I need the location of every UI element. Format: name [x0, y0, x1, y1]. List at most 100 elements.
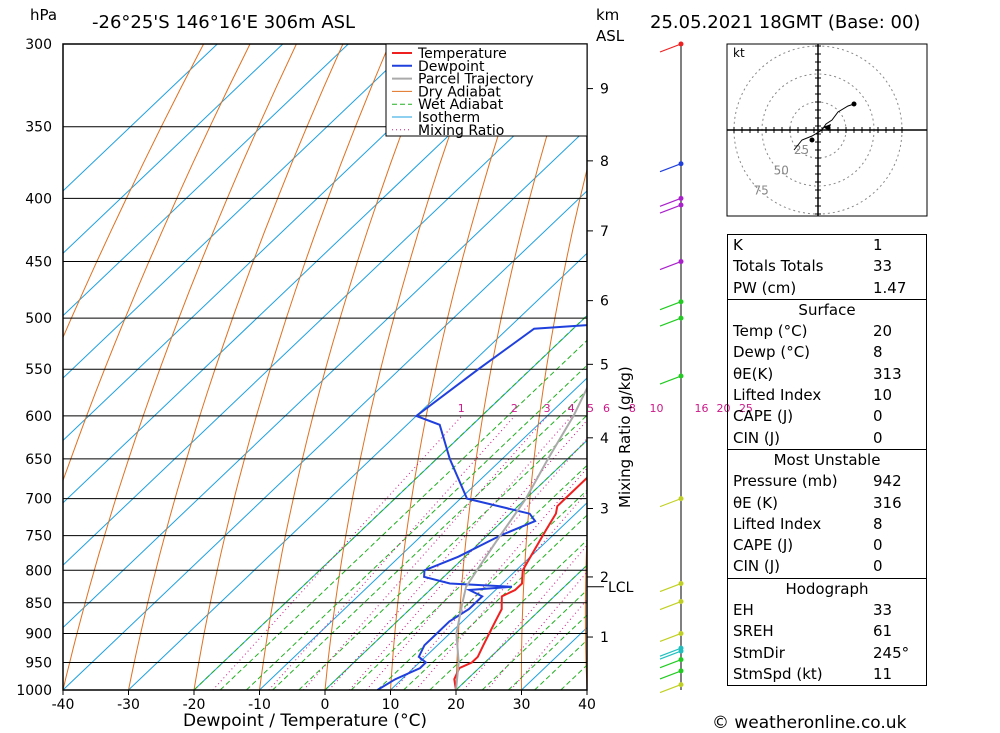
hodograph-row: EH 33 [728, 600, 926, 621]
x-tick-label: -40 [52, 697, 75, 713]
wind-barb [659, 650, 682, 660]
hodograph-panel-title: Hodograph [785, 579, 869, 598]
wind-marker [678, 657, 684, 663]
most-unstable-panel: Most Unstable Pressure (mb) 942 θE (K) 316… [727, 449, 927, 579]
storm-motion-marker [823, 124, 831, 131]
mixing-ratio-axis-label: Mixing Ratio (g/kg) [616, 366, 634, 508]
pressure-tick-label: 350 [25, 120, 52, 136]
profile-dewpoint [376, 324, 587, 690]
surface-row: Lifted Index 10 [728, 385, 926, 406]
most-unstable-row: CIN (J) 0 [728, 556, 926, 577]
index-value: 1.47 [873, 278, 907, 297]
wind-profile [659, 41, 684, 694]
wind-marker [678, 373, 684, 379]
isotherm-line [63, 44, 415, 379]
hodograph-unit-label: kt [733, 46, 745, 60]
index-label: PW (cm) [733, 278, 797, 297]
pressure-tick-label: 450 [25, 255, 52, 271]
most-unstable-row: Lifted Index 8 [728, 514, 926, 535]
wind-marker [678, 599, 684, 605]
surface-row: Temp (°C) 20 [728, 321, 926, 342]
wind-marker [678, 648, 684, 654]
mixing-ratio-tick-label: 8 [629, 402, 636, 415]
x-tick-label: 10 [382, 697, 400, 713]
surface-row: θE(K) 313 [728, 364, 926, 385]
mixing-ratio-line [366, 437, 587, 690]
height-unit-label-bottom: ASL [596, 27, 625, 45]
index-value: 61 [873, 622, 893, 641]
km-tick-label: 8 [600, 154, 609, 170]
mixing-ratio-line [328, 415, 573, 690]
index-value: 0 [873, 536, 883, 555]
wind-barb [659, 317, 682, 327]
isotherm-line [63, 44, 480, 442]
isotherm-line [63, 127, 587, 629]
index-value: 0 [873, 407, 883, 426]
index-label: CIN (J) [733, 557, 781, 576]
wind-barb [659, 375, 682, 385]
pressure-tick-label: 500 [25, 311, 52, 327]
mixing-ratio-line [349, 419, 587, 690]
hodograph-row: SREH 61 [728, 621, 926, 642]
hodograph-row: StmSpd (kt) 11 [728, 664, 926, 685]
mixing-ratio-tick-label: 25 [739, 402, 753, 415]
dry-adiabat-line [193, 44, 390, 690]
lcl-label: LCL [608, 580, 634, 596]
legend-entry: Temperature [417, 46, 507, 62]
index-label: Pressure (mb) [733, 472, 838, 491]
wind-barb [659, 204, 682, 214]
wind-barb [659, 260, 682, 271]
index-label: CAPE (J) [733, 536, 794, 555]
hodograph-point [809, 137, 815, 143]
legend-entry: Wet Adiabat [418, 97, 504, 113]
index-value: 20 [873, 322, 893, 341]
isotherm-line [63, 44, 546, 504]
index-label: CIN (J) [733, 428, 781, 447]
hodograph-ring-label: 25 [794, 143, 809, 157]
km-tick-label: 2 [600, 570, 609, 586]
index-label: SREH [733, 622, 774, 641]
isotherm-line [63, 190, 587, 690]
wind-marker [678, 195, 684, 201]
location-title: -26°25'S 146°16'E 306m ASL [92, 12, 355, 33]
isotherm-line [128, 252, 587, 690]
wind-barb [659, 43, 682, 53]
mixing-ratio-tick-label: 5 [587, 402, 594, 415]
most-unstable-row: θE (K) 316 [728, 493, 926, 514]
datetime-title: 25.05.2021 18GMT (Base: 00) [650, 12, 920, 33]
profile-temperature [453, 476, 587, 690]
wind-marker [678, 668, 684, 674]
profile-parcel-trajectory [455, 385, 587, 690]
x-tick-label: 40 [578, 697, 596, 713]
hodograph-row: StmDir 245° [728, 643, 926, 664]
wind-barb [659, 301, 682, 311]
hodograph-ring-label: 50 [774, 163, 789, 177]
wind-barb [659, 582, 682, 593]
wind-barb [659, 632, 682, 643]
wind-barb [659, 197, 682, 207]
index-value: 10 [873, 386, 893, 405]
pressure-tick-label: 700 [25, 492, 52, 508]
km-tick-label: 1 [600, 630, 609, 646]
x-tick-label: 30 [513, 697, 531, 713]
hodograph-point [851, 101, 857, 107]
pressure-tick-label: 600 [25, 409, 52, 425]
index-label: Lifted Index [733, 514, 822, 533]
surface-row: CIN (J) 0 [728, 428, 926, 449]
wind-marker [678, 581, 684, 587]
x-tick-label: -30 [117, 697, 140, 713]
legend-entry: Parcel Trajectory [418, 72, 534, 88]
mixing-ratio-line [415, 491, 587, 690]
hodograph-ring-label: 75 [754, 183, 769, 197]
mixing-ratio-tick-label: 4 [568, 402, 575, 415]
hodograph: kt 25 50 75 [726, 43, 928, 217]
dry-adiabat-line [983, 44, 1000, 690]
pressure-tick-label: 900 [25, 626, 52, 642]
isotherm-line [63, 44, 218, 192]
most-unstable-row: CAPE (J) 0 [728, 535, 926, 556]
mixing-ratio-tick-label: 2 [511, 402, 518, 415]
wind-marker [678, 299, 684, 305]
